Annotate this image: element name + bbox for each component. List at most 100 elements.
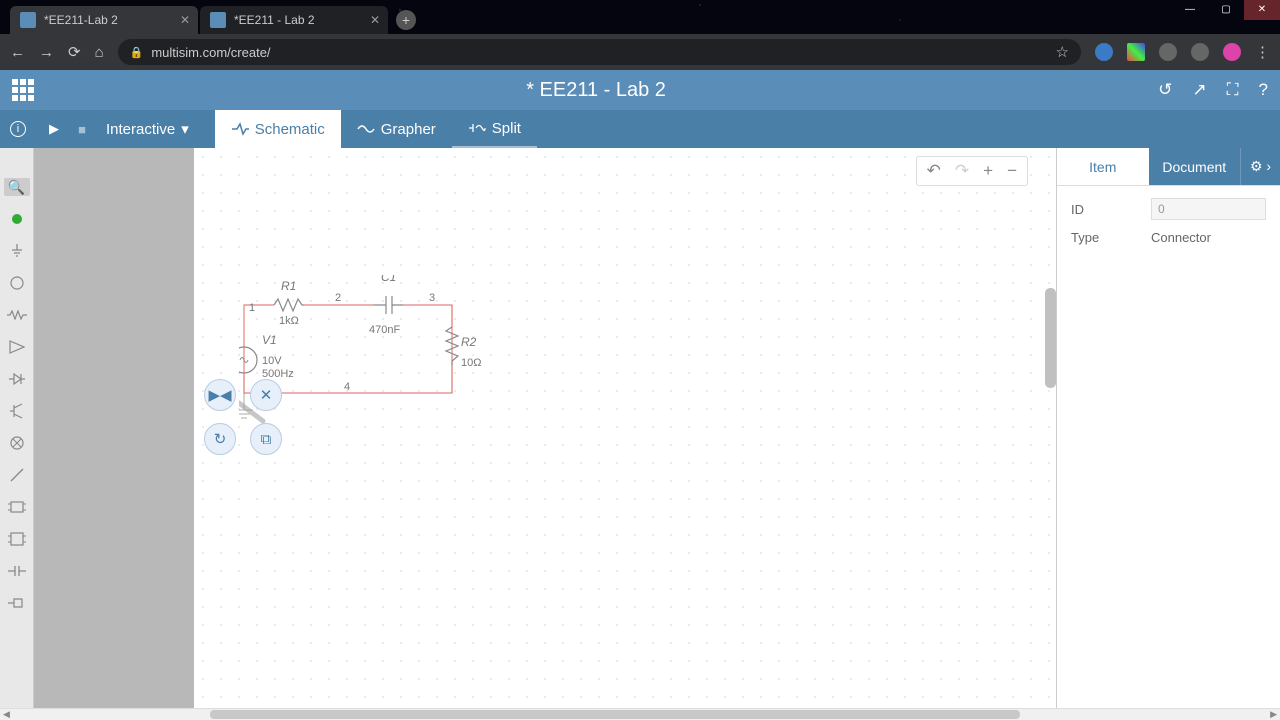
search-tool[interactable]: 🔍 [4,178,30,196]
opamp-tool[interactable] [6,338,28,356]
mode-label: Interactive [106,121,175,138]
transistor-tool[interactable] [6,402,28,420]
node-label: 1 [249,302,255,314]
extension-icon[interactable] [1127,43,1145,61]
bookmark-icon[interactable]: ☆ [1056,43,1069,61]
tab-label: Item [1089,159,1116,175]
component-r1[interactable] [274,299,304,311]
split-icon [468,121,486,135]
favicon-icon [20,12,36,28]
extension-icon[interactable] [1159,43,1177,61]
tab-close-icon[interactable]: ✕ [370,13,380,27]
tab-label: Document [1162,159,1226,175]
properties-panel: Item Document ⚙ › ID Type Connector [1056,148,1280,708]
scroll-left-icon[interactable]: ◀ [3,709,10,720]
tab-item[interactable]: Item [1057,148,1149,185]
simulation-mode-dropdown[interactable]: Interactive ▾ [96,120,199,138]
address-bar: ← → ⟳ ⌂ 🔒 multisim.com/create/ ☆ ⋮ [0,34,1280,70]
window-controls: — ▢ ✕ [1172,0,1280,20]
tab-label: Grapher [381,121,436,138]
chevron-down-icon: ▾ [181,120,189,138]
mirror-button[interactable]: ▶◀ [204,379,236,411]
component-palette: 🔍 [0,148,34,708]
settings-button[interactable]: ⚙ › [1240,148,1280,185]
vertical-scrollbar[interactable] [1045,288,1056,388]
browser-tab[interactable]: *EE211 - Lab 2 ✕ [200,6,388,34]
info-icon[interactable]: i [10,121,26,137]
delete-button[interactable]: ✕ [250,379,282,411]
play-button[interactable]: ▶ [40,121,68,137]
document-title: * EE211 - Lab 2 [34,79,1158,102]
r2-label: R2 [461,335,477,349]
redo-button[interactable]: ↷ [955,161,969,181]
tab-grapher[interactable]: Grapher [341,110,452,148]
zoom-in-button[interactable]: + [983,161,993,181]
c1-label: C1 [381,275,396,284]
copy-button[interactable]: ⧉ [250,423,282,455]
tab-split[interactable]: Split [452,110,537,148]
lock-icon: 🔒 [130,46,144,59]
history-icon[interactable]: ↺ [1158,80,1172,100]
forward-button[interactable]: → [39,44,54,61]
back-button[interactable]: ← [10,44,25,61]
ic-tool[interactable] [6,498,28,516]
url-input[interactable]: 🔒 multisim.com/create/ ☆ [118,39,1081,65]
home-button[interactable]: ⌂ [95,44,104,61]
app-toolbar: i ▶ ■ Interactive ▾ Schematic Grapher Sp… [0,110,1280,148]
fullscreen-icon[interactable]: ⛶ [1227,80,1239,100]
share-icon[interactable]: ↗ [1192,80,1206,100]
resistor-tool[interactable] [6,306,28,324]
prop-id-input[interactable] [1151,198,1266,220]
tab-document[interactable]: Document [1149,148,1241,185]
tab-label: Split [492,120,521,137]
lamp-tool[interactable] [6,434,28,452]
extension-icon[interactable] [1191,43,1209,61]
menu-button[interactable]: ⋮ [1255,43,1270,61]
ground-tool[interactable] [6,242,28,260]
tab-title: *EE211-Lab 2 [44,13,118,27]
node-label: 4 [344,381,350,393]
new-tab-button[interactable]: + [396,10,416,30]
tab-close-icon[interactable]: ✕ [180,13,190,27]
maximize-button[interactable]: ▢ [1208,0,1244,20]
undo-button[interactable]: ↶ [927,161,941,181]
node-label: 2 [335,292,341,304]
favicon-icon [210,12,226,28]
close-window-button[interactable]: ✕ [1244,0,1280,20]
rotate-button[interactable]: ↻ [204,423,236,455]
capacitor-tool[interactable] [6,562,28,580]
prop-type-label: Type [1071,230,1151,245]
apps-menu-icon[interactable] [12,79,34,101]
r1-label: R1 [281,279,296,293]
v1-label: V1 [262,333,277,347]
diode-tool[interactable] [6,370,28,388]
wire-tool[interactable] [6,466,28,484]
zoom-out-button[interactable]: − [1007,161,1017,181]
minimize-button[interactable]: — [1172,0,1208,20]
source-tool[interactable] [6,274,28,292]
browser-tab[interactable]: *EE211-Lab 2 ✕ [10,6,198,34]
horizontal-scrollbar[interactable]: ◀ ▶ [0,708,1280,720]
component-c1[interactable] [374,296,403,314]
extension-icon[interactable] [1095,43,1113,61]
schematic-icon [231,122,249,136]
stop-button[interactable]: ■ [68,122,96,137]
tab-schematic[interactable]: Schematic [215,110,341,148]
canvas-area[interactable]: ↶ ↷ + − + − [34,148,1056,708]
scroll-right-icon[interactable]: ▶ [1270,709,1277,720]
help-icon[interactable]: ? [1259,80,1268,100]
ic2-tool[interactable] [6,530,28,548]
v1-value1: 10V [262,355,282,367]
app-header: * EE211 - Lab 2 ↺ ↗ ⛶ ? [0,70,1280,110]
grapher-icon [357,122,375,136]
reload-button[interactable]: ⟳ [68,43,81,61]
tab-label: Schematic [255,121,325,138]
r1-value: 1kΩ [279,315,299,327]
r2-value: 10Ω [461,357,481,369]
scroll-thumb[interactable] [210,710,1020,719]
component-v1[interactable]: + − [239,345,257,373]
node-label: 3 [429,292,435,304]
profile-icon[interactable] [1223,43,1241,61]
connector-tool[interactable] [6,594,28,612]
probe-tool[interactable] [6,210,28,228]
